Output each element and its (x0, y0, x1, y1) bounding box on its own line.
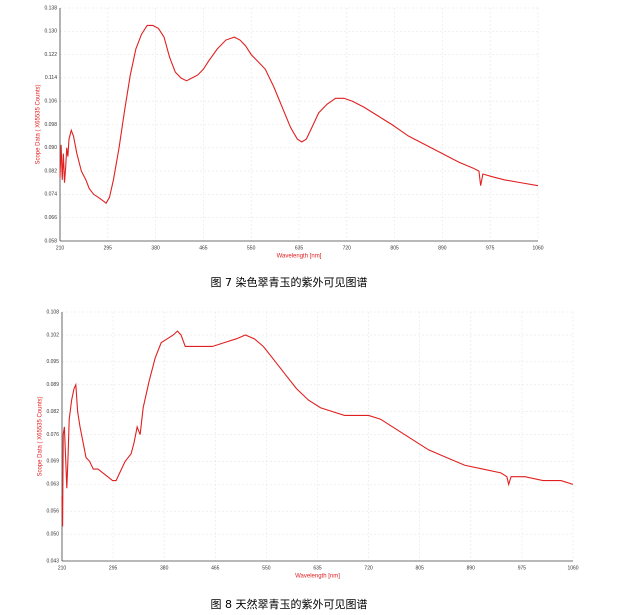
y-tick-label: 0.066 (44, 215, 57, 221)
y-tick-label: 0.074 (44, 192, 57, 198)
x-tick-label: 635 (295, 245, 304, 251)
x-tick-label: 975 (518, 565, 527, 571)
x-tick-label: 890 (438, 245, 447, 251)
x-tick-label: 975 (486, 245, 495, 251)
x-tick-label: 1060 (567, 565, 578, 571)
y-tick-label: 0.122 (44, 52, 57, 58)
x-axis-label: Wavelength [nm] (295, 574, 340, 580)
x-tick-label: 720 (364, 565, 373, 571)
x-tick-label: 805 (390, 245, 399, 251)
y-tick-label: 0.076 (46, 432, 59, 438)
y-tick-label: 0.069 (46, 459, 59, 465)
y-tick-label: 0.130 (44, 29, 57, 35)
x-tick-label: 635 (313, 565, 322, 571)
y-tick-label: 0.058 (44, 238, 57, 244)
y-tick-label: 0.095 (46, 359, 59, 365)
x-tick-label: 380 (151, 245, 160, 251)
y-tick-label: 0.089 (46, 382, 59, 388)
y-tick-label: 0.114 (45, 75, 57, 81)
y-tick-label: 0.043 (46, 558, 59, 564)
y-axis-label: Scope Data ( X65535 Counts) (36, 84, 42, 164)
x-tick-label: 550 (247, 245, 256, 251)
y-tick-label: 0.106 (44, 99, 57, 105)
y-tick-label: 0.050 (46, 532, 59, 538)
x-tick-label: 805 (416, 565, 425, 571)
x-tick-label: 465 (199, 245, 208, 251)
x-tick-label: 295 (104, 245, 113, 251)
y-tick-label: 0.102 (46, 332, 59, 338)
x-tick-label: 380 (160, 565, 169, 571)
x-tick-label: 295 (109, 565, 118, 571)
x-tick-label: 1060 (532, 245, 543, 251)
y-tick-label: 0.138 (44, 5, 57, 11)
y-tick-label: 0.098 (44, 122, 57, 128)
caption: 图 7 染色翠青玉的紫外可见图谱 (211, 275, 368, 289)
spectrum-line (59, 24, 539, 204)
y-tick-label: 0.090 (44, 145, 57, 151)
x-tick-label: 720 (343, 245, 352, 251)
x-tick-label: 890 (467, 565, 476, 571)
y-tick-label: 0.082 (46, 409, 59, 415)
y-axis-label: Scope Data ( X65535 Counts) (38, 396, 44, 476)
caption: 图 8 天然翠青玉的紫外可见图谱 (211, 597, 368, 611)
y-tick-label: 0.082 (44, 168, 57, 174)
x-tick-label: 210 (56, 245, 65, 251)
x-tick-label: 550 (262, 565, 271, 571)
y-tick-label: 0.063 (46, 482, 59, 488)
x-tick-label: 210 (58, 565, 67, 571)
x-tick-label: 465 (211, 565, 220, 571)
spectrum-line (61, 330, 574, 527)
x-axis-label: Wavelength [nm] (277, 254, 322, 260)
y-tick-label: 0.108 (46, 309, 59, 315)
y-tick-label: 0.056 (46, 509, 59, 515)
